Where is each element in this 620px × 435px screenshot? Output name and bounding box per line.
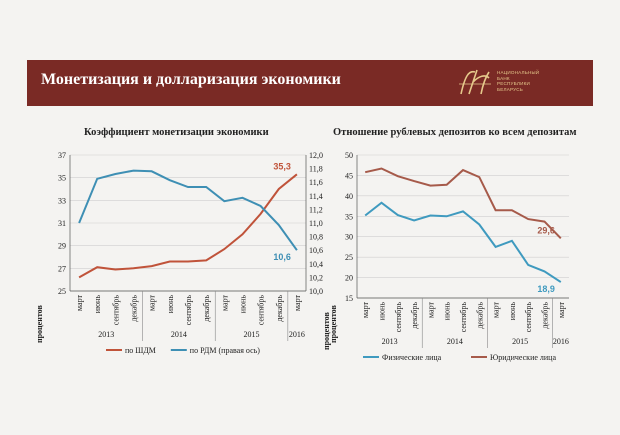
chart-title-monetization: Коэффициент монетизации экономики <box>84 127 269 138</box>
x-tick-label: июнь <box>93 295 102 314</box>
x-tick-label: март <box>75 295 84 311</box>
year-label: 2013 <box>382 337 398 346</box>
y-right-tick-label: 11,0 <box>309 219 323 228</box>
x-tick-label: сентябрь <box>184 295 193 326</box>
y-right-tick-label: 11,6 <box>309 178 323 187</box>
y-right-tick-label: 11,4 <box>309 192 323 201</box>
end-value-label: 35,3 <box>273 161 291 171</box>
y-tick-label: 15 <box>345 294 353 303</box>
y-tick-label: 30 <box>345 233 353 242</box>
x-tick-label: июнь <box>238 295 247 314</box>
y-tick-label: 27 <box>58 264 66 273</box>
x-tick-label: сентябрь <box>257 295 266 326</box>
y-right-tick-label: 11,8 <box>309 165 323 174</box>
x-tick-label: март <box>220 295 229 311</box>
y-tick-label: 40 <box>345 192 353 201</box>
y-right-tick-label: 10,8 <box>309 233 323 242</box>
x-tick-label: декабрь <box>541 302 550 329</box>
x-tick-label: сентябрь <box>524 302 533 333</box>
series-line-2 <box>364 167 562 239</box>
x-tick-label: сентябрь <box>394 302 403 333</box>
y-tick-label: 31 <box>58 219 66 228</box>
x-tick-label: июнь <box>443 302 452 321</box>
y-right-tick-label: 10,2 <box>309 273 323 282</box>
y-tick-label: 20 <box>345 274 353 283</box>
y-tick-label: 25 <box>58 287 66 296</box>
y-tick-label: 25 <box>345 253 353 262</box>
legend-label-1: по ШДМ <box>125 346 156 355</box>
x-tick-label: март <box>148 295 157 311</box>
y-tick-label: 35 <box>58 174 66 183</box>
y-right-tick-label: 12,0 <box>309 151 323 160</box>
end-value-label: 18,9 <box>537 284 555 294</box>
y-tick-label: 50 <box>345 151 353 160</box>
x-tick-label: март <box>557 302 566 318</box>
y-tick-label: 35 <box>345 212 353 221</box>
x-tick-label: сентябрь <box>459 302 468 333</box>
x-tick-label: март <box>293 295 302 311</box>
year-label: 2016 <box>553 337 569 346</box>
year-label: 2015 <box>512 337 528 346</box>
x-tick-label: июнь <box>166 295 175 314</box>
legend-label-1: Физические лица <box>382 353 442 362</box>
year-label: 2016 <box>289 330 305 339</box>
header-banner: Монетизация и долларизация экономики НАЦ… <box>27 60 593 106</box>
chart-title-deposits: Отношение рублевых депозитов ко всем деп… <box>333 127 577 138</box>
x-tick-label: декабрь <box>475 302 484 329</box>
series-line-1 <box>78 173 298 279</box>
x-tick-label: июнь <box>377 302 386 321</box>
y-axis-label: процентов <box>322 312 331 350</box>
y-tick-label: 29 <box>58 242 66 251</box>
year-label: 2014 <box>171 330 187 339</box>
x-tick-label: март <box>492 301 501 317</box>
bank-monogram-icon <box>459 69 491 95</box>
x-tick-label: декабрь <box>275 295 284 322</box>
y-right-tick-label: 10,0 <box>309 287 323 296</box>
year-label: 2013 <box>98 330 114 339</box>
bank-logo: НАЦИОНАЛЬНЫЙ БАНК РЕСПУБЛИКИ БЕЛАРУСЬ <box>455 64 585 102</box>
y-right-tick-label: 10,4 <box>309 260 323 269</box>
x-tick-label: декабрь <box>410 302 419 329</box>
y-tick-label: 37 <box>58 151 66 160</box>
x-tick-label: март <box>361 302 370 318</box>
y-right-tick-label: 10,6 <box>309 246 323 255</box>
end-value-label: 10,6 <box>273 252 291 262</box>
legend-label-2: Юридические лица <box>490 353 556 362</box>
page-title: Монетизация и долларизация экономики <box>41 71 341 88</box>
y-tick-label: 33 <box>58 196 66 205</box>
series-line-2 <box>78 169 298 251</box>
y-tick-label: 45 <box>345 171 353 180</box>
x-tick-label: июнь <box>508 302 517 321</box>
y-right-axis-label: процентов <box>329 305 338 343</box>
x-tick-label: декабрь <box>130 295 139 322</box>
x-tick-label: сентябрь <box>111 295 120 326</box>
logo-text: НАЦИОНАЛЬНЫЙ БАНК РЕСПУБЛИКИ БЕЛАРУСЬ <box>497 70 540 92</box>
series-line-1 <box>364 201 562 283</box>
year-label: 2014 <box>447 337 463 346</box>
end-value-label: 29,6 <box>537 225 555 235</box>
y-axis-label: процентов <box>35 305 44 343</box>
y-right-tick-label: 11,2 <box>309 205 323 214</box>
legend-label-2: по РДМ (правая ось) <box>190 346 260 355</box>
x-tick-label: март <box>426 302 435 318</box>
x-tick-label: декабрь <box>202 295 211 322</box>
year-label: 2015 <box>244 330 260 339</box>
